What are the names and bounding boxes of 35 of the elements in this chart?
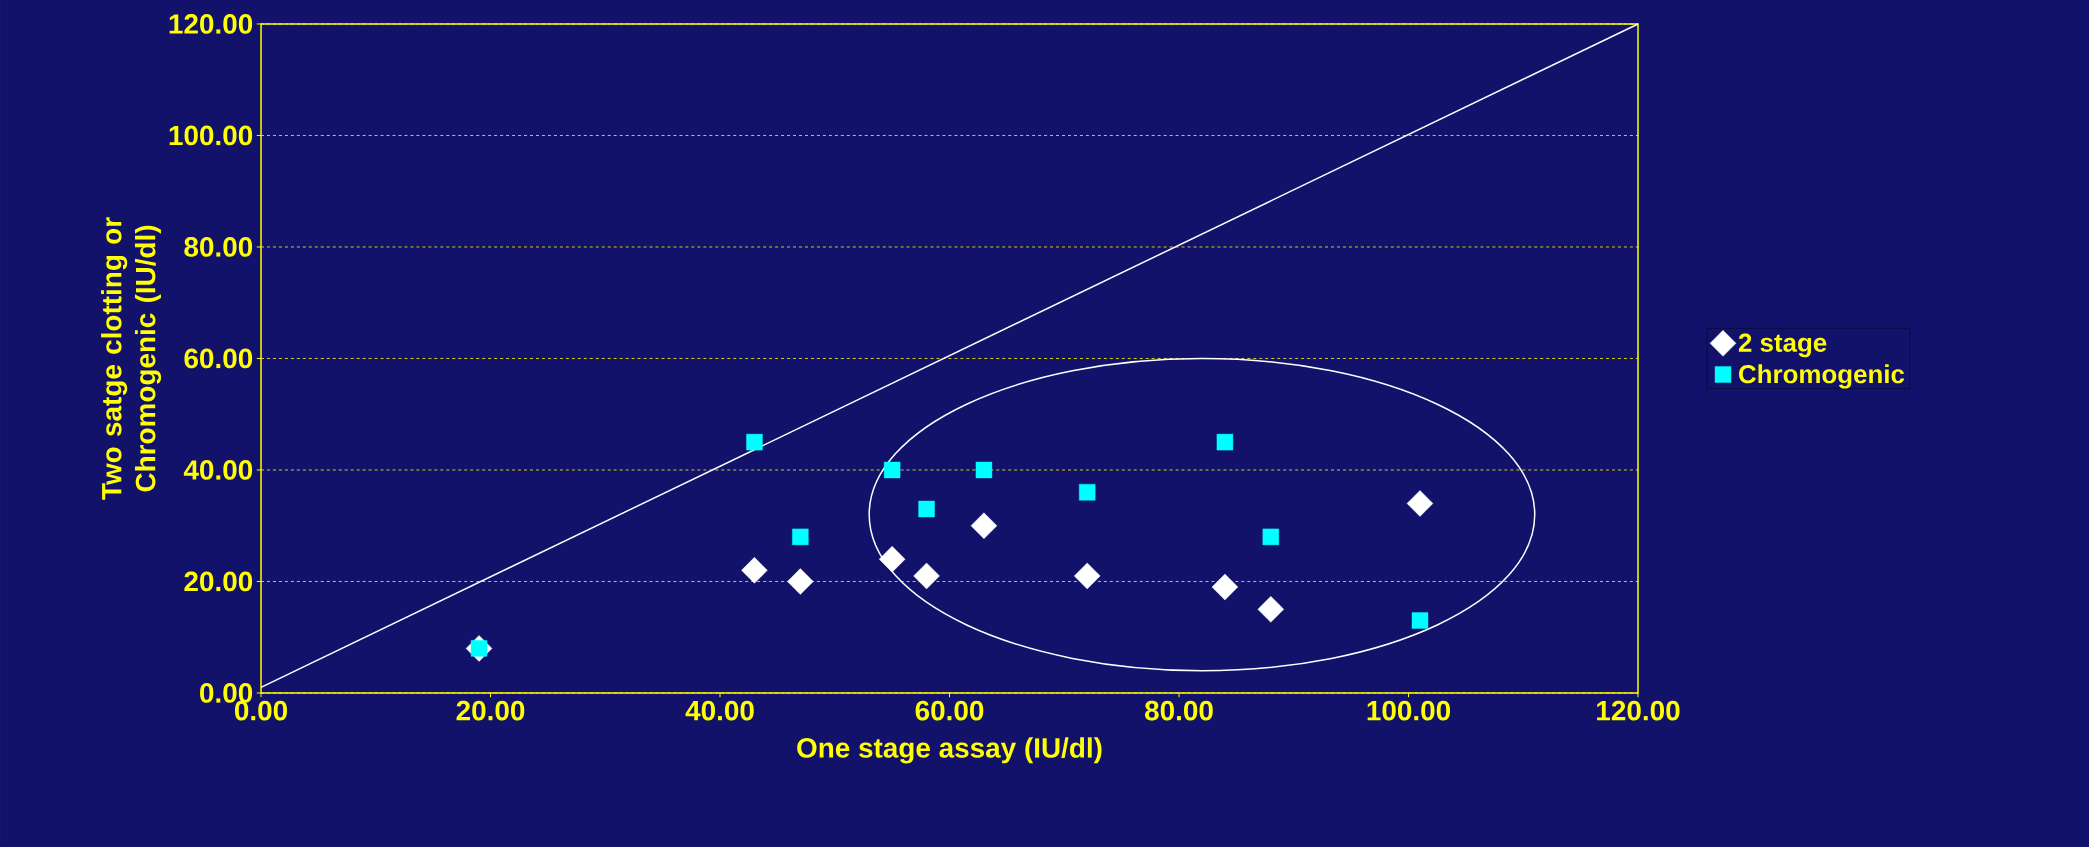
point — [1411, 612, 1429, 629]
y-tick-label: 60.00 — [184, 348, 253, 369]
point — [1257, 596, 1284, 623]
legend-label: 2 stage — [1738, 333, 1827, 358]
legend-label: Chromogenic — [1739, 364, 1905, 389]
point — [1079, 484, 1096, 501]
x-tick-label: 120.00 — [1597, 700, 1680, 721]
y-axis-title: Two satge clotting or Chromogenic (IU/dl) — [101, 217, 162, 500]
point — [878, 545, 906, 573]
y-tick-label: 40.00 — [183, 460, 253, 480]
x-tick-label: 100.00 — [1367, 700, 1451, 721]
x-tick-label: 40.00 — [685, 700, 754, 721]
point — [975, 461, 993, 479]
x-tick-label: 20.00 — [456, 700, 525, 721]
point — [746, 433, 763, 451]
point — [1211, 573, 1239, 601]
point — [470, 640, 488, 657]
x-tick-label: 60.00 — [915, 700, 984, 721]
point — [1074, 562, 1101, 590]
x-tick-label: 80.00 — [1145, 700, 1213, 721]
point — [792, 528, 809, 546]
point — [918, 500, 935, 518]
point — [970, 512, 998, 539]
point — [1262, 528, 1280, 546]
point — [913, 562, 940, 590]
point — [741, 557, 768, 584]
y-tick-label: 80.00 — [184, 237, 253, 257]
point — [1406, 490, 1434, 517]
x-axis-title: One stage assay (IU/dl) — [797, 737, 1102, 764]
point — [1216, 433, 1234, 451]
y-tick-label: 120.00 — [169, 14, 253, 34]
y-tick-label: 20.00 — [184, 571, 253, 592]
point — [883, 461, 901, 479]
point — [787, 568, 814, 595]
y-tick-label: 100.00 — [169, 125, 253, 146]
